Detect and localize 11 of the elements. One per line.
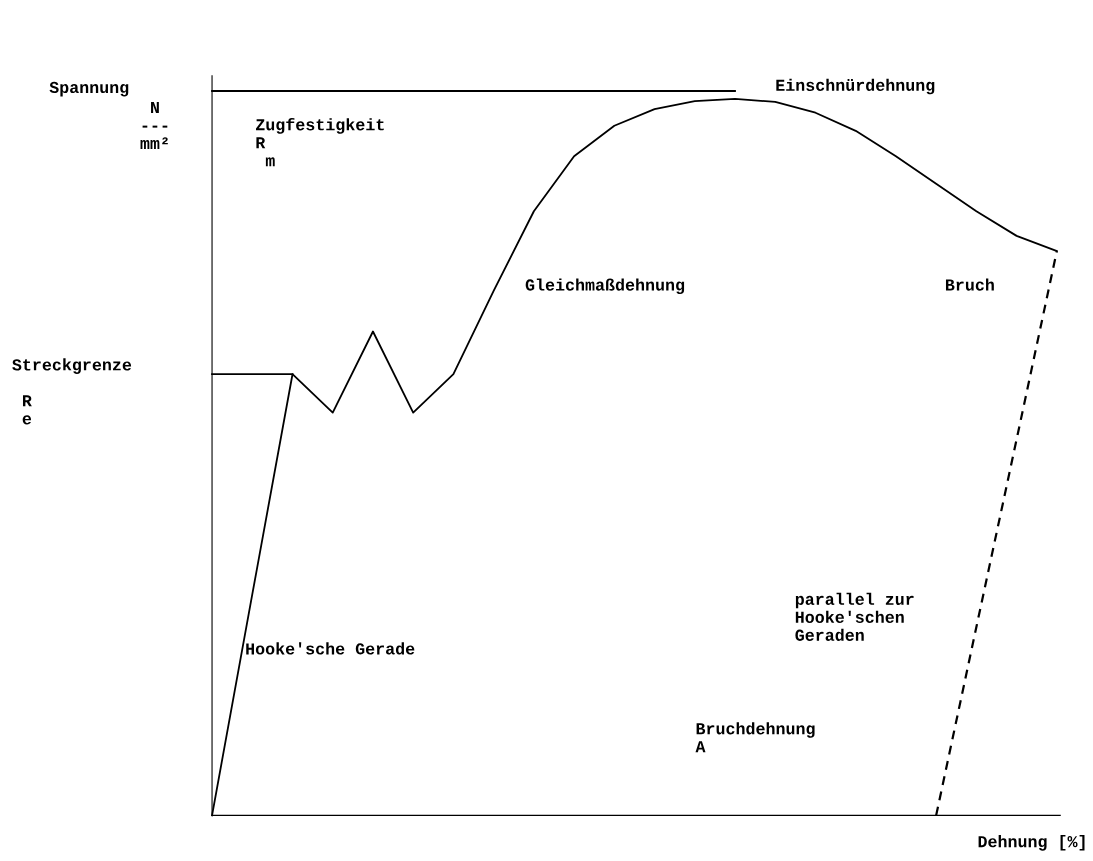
annotation: Bruchdehnung A [695, 722, 815, 753]
text: Spannung [49, 81, 129, 97]
annotation: Zugfestigkeit R m [256, 117, 384, 167]
text: N --- mm² [140, 102, 168, 149]
text: Streckgrenze R e [12, 358, 132, 425]
annotation: Bruch [945, 278, 994, 291]
annotation: Einschnürdehnung [776, 78, 935, 95]
annotation: parallel zur Hooke'schen Geraden [795, 592, 914, 641]
x-axis-title: Dehnung [%] [978, 835, 1085, 851]
annotation: Gleichmaßdehnung [525, 278, 685, 295]
annotation: Hooke'sche Gerade [246, 642, 415, 655]
